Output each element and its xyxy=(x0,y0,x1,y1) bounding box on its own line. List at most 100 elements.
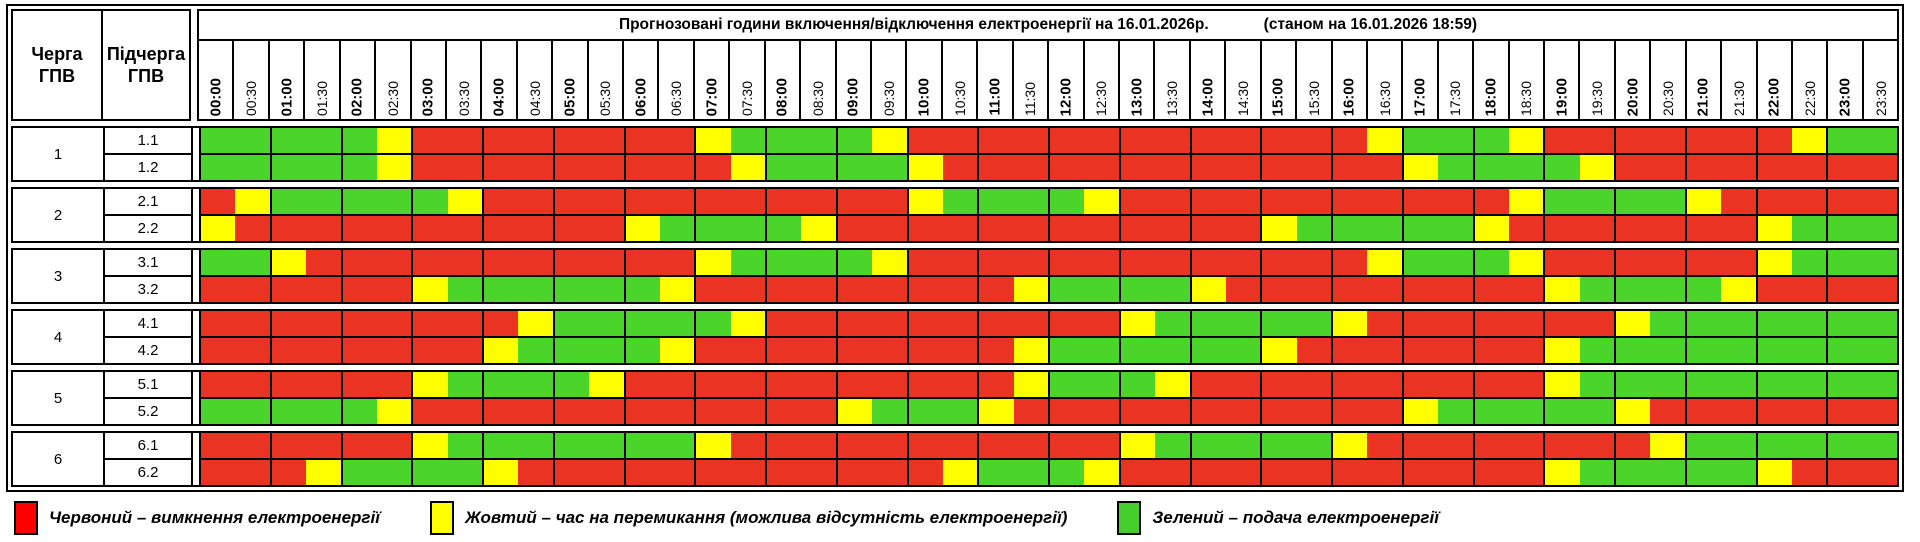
slot-3.1-23:30 xyxy=(1862,250,1897,275)
slot-1.1-14:00 xyxy=(1189,128,1226,153)
slot-1.2-17:00 xyxy=(1401,155,1439,180)
slot-2.1-08:30 xyxy=(801,189,836,214)
slot-5.1-13:30 xyxy=(1155,372,1190,397)
slot-6.1-03:00 xyxy=(411,433,448,458)
queue-column-header: Черга ГПВ xyxy=(11,9,103,121)
slot-3.2-03:00 xyxy=(411,277,448,302)
time-label-text: 09:30 xyxy=(880,80,897,116)
slot-4.1-16:00 xyxy=(1331,311,1368,336)
slot-5.1-03:30 xyxy=(447,372,482,397)
slot-5.2-04:30 xyxy=(518,399,553,424)
slot-4.1-11:00 xyxy=(977,311,1014,336)
slot-1.2-13:00 xyxy=(1118,155,1156,180)
slot-3.1-09:30 xyxy=(872,250,907,275)
slot-6.1-13:30 xyxy=(1155,433,1190,458)
red-swatch-icon xyxy=(14,501,38,535)
slot-5.1-02:00 xyxy=(340,372,377,397)
time-label-23:00: 23:00 xyxy=(1826,41,1861,119)
slot-3.1-13:30 xyxy=(1155,250,1190,275)
slot-3.1-10:30 xyxy=(942,250,978,275)
slot-5.1-15:00 xyxy=(1260,372,1297,397)
slot-4.1-13:00 xyxy=(1118,311,1156,336)
slot-3.2-14:00 xyxy=(1189,277,1226,302)
time-label-text: 02:30 xyxy=(384,80,401,116)
slot-3.2-07:00 xyxy=(694,277,731,302)
slot-5.2-02:00 xyxy=(340,399,377,424)
slot-2.1-21:00 xyxy=(1684,189,1722,214)
slot-3.2-16:30 xyxy=(1367,277,1402,302)
slot-3.2-07:30 xyxy=(730,277,765,302)
time-label-18:30: 18:30 xyxy=(1507,41,1543,119)
slot-5.2-01:00 xyxy=(269,399,307,424)
slot-3.1-19:30 xyxy=(1579,250,1614,275)
slot-row-2.2 xyxy=(201,214,1897,241)
subqueue-column-header: Підчерга ГПВ xyxy=(101,9,191,121)
subqueue-label-5.2: 5.2 xyxy=(105,397,191,424)
slot-6.1-18:00 xyxy=(1472,433,1509,458)
slot-5.1-07:30 xyxy=(730,372,765,397)
slot-4.1-05:00 xyxy=(552,311,590,336)
time-label-19:00: 19:00 xyxy=(1543,41,1578,119)
slot-3.1-02:00 xyxy=(340,250,377,275)
slot-6.1-12:30 xyxy=(1084,433,1119,458)
time-label-text: 06:00 xyxy=(632,77,650,116)
slot-1.2-01:00 xyxy=(269,155,307,180)
slot-3.1-04:00 xyxy=(482,250,519,275)
slot-1.1-11:00 xyxy=(977,128,1014,153)
time-label-10:00: 10:00 xyxy=(905,41,940,119)
time-label-22:30: 22:30 xyxy=(1790,41,1826,119)
time-label-13:00: 13:00 xyxy=(1117,41,1153,119)
slot-4.2-02:00 xyxy=(340,338,377,363)
slot-5.2-15:00 xyxy=(1260,399,1297,424)
slot-6.1-00:00 xyxy=(201,433,236,458)
slot-4.2-23:00 xyxy=(1826,338,1863,363)
slot-1.2-21:00 xyxy=(1684,155,1722,180)
slot-5.2-01:30 xyxy=(306,399,341,424)
slot-1.1-03:00 xyxy=(411,128,448,153)
slot-5.1-07:00 xyxy=(694,372,731,397)
subqueue-column-1: 1.1 1.2 xyxy=(105,128,193,180)
slot-6.2-13:30 xyxy=(1155,460,1190,485)
slot-2.1-03:00 xyxy=(411,189,448,214)
slot-3.1-08:30 xyxy=(801,250,836,275)
time-label-21:30: 21:30 xyxy=(1720,41,1755,119)
slot-2.2-15:00 xyxy=(1260,216,1297,241)
slot-5.2-19:30 xyxy=(1579,399,1614,424)
slot-6.2-21:30 xyxy=(1721,460,1756,485)
slot-6.1-10:30 xyxy=(942,433,978,458)
slot-1.2-22:00 xyxy=(1755,155,1792,180)
slot-3.2-20:30 xyxy=(1650,277,1685,302)
slot-1.2-05:30 xyxy=(589,155,624,180)
slot-1.2-09:30 xyxy=(872,155,907,180)
slot-5.2-03:30 xyxy=(447,399,482,424)
time-label-text: 18:00 xyxy=(1482,77,1500,116)
slot-2.1-15:00 xyxy=(1260,189,1297,214)
slot-5.2-07:00 xyxy=(694,399,731,424)
slot-4.2-02:30 xyxy=(376,338,412,363)
slot-1.1-20:30 xyxy=(1650,128,1685,153)
slot-6.1-23:00 xyxy=(1826,433,1863,458)
slot-1.2-14:00 xyxy=(1189,155,1226,180)
slot-5.1-01:00 xyxy=(269,372,307,397)
time-label-text: 10:00 xyxy=(915,77,933,116)
queue-number-4: 4 xyxy=(13,311,105,363)
time-label-text: 00:30 xyxy=(243,80,260,116)
slot-5.1-19:30 xyxy=(1579,372,1614,397)
slot-4.2-20:00 xyxy=(1614,338,1651,363)
slot-4.1-18:30 xyxy=(1508,311,1544,336)
slot-5.2-02:30 xyxy=(376,399,412,424)
slot-1.1-18:00 xyxy=(1472,128,1509,153)
time-label-06:00: 06:00 xyxy=(622,41,657,119)
slot-1.2-07:00 xyxy=(694,155,731,180)
time-label-text: 08:30 xyxy=(809,80,826,116)
time-label-text: 08:00 xyxy=(773,77,791,116)
slot-2.2-11:30 xyxy=(1013,216,1048,241)
slot-5.1-12:00 xyxy=(1048,372,1085,397)
legend: Червоний – вимкнення електроенергії Жовт… xyxy=(14,501,1439,535)
slot-5.1-06:00 xyxy=(623,372,660,397)
time-label-text: 00:00 xyxy=(207,77,225,116)
slot-4.2-14:00 xyxy=(1189,338,1226,363)
slot-2.2-17:30 xyxy=(1438,216,1473,241)
slot-6.2-14:30 xyxy=(1225,460,1261,485)
slot-3.2-10:00 xyxy=(906,277,943,302)
